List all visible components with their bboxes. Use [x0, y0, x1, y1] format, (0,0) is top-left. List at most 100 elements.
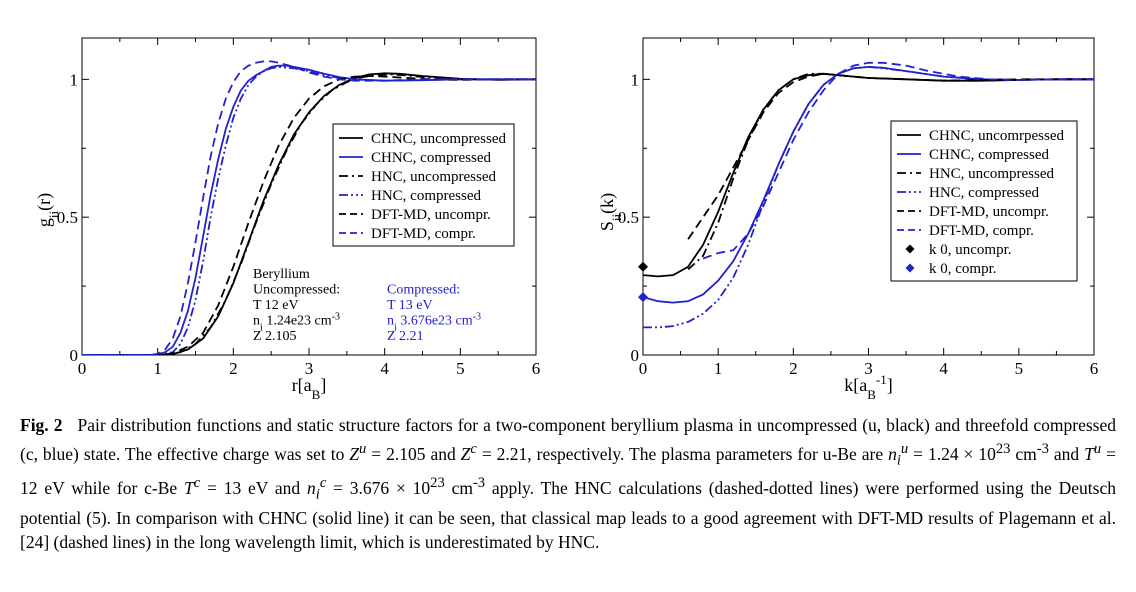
- caption-unit1: cm: [1010, 443, 1037, 464]
- caption-text-1: Pair distribution functions and static s…: [20, 415, 1116, 464]
- p0-legend-label-4: DFT-MD, uncompr.: [371, 207, 491, 223]
- p0-xtick-label-4: 4: [380, 359, 389, 378]
- caption-unit2: cm: [444, 478, 473, 499]
- p0-xtick-label-5: 5: [456, 359, 465, 378]
- p1-ylabel: Sii(k): [597, 193, 624, 231]
- p1-legend-label-3: HNC, compressed: [929, 185, 1039, 201]
- p1-ytick-label-2: 1: [631, 70, 640, 89]
- p1-xtick-label-0: 0: [639, 359, 648, 378]
- p1-ylabel-part-1: ii: [609, 213, 624, 221]
- p1-xtick-label-2: 2: [789, 359, 798, 378]
- caption-text-2: and: [1048, 443, 1085, 464]
- p0-xlabel-part-1: B: [312, 387, 321, 401]
- panel-left-gii: 0 1 2 3 4 5 600.51r[aB]gii(r)CHNC, uncompresse…: [34, 37, 541, 400]
- p0-legend-label-2: HNC, uncompressed: [371, 169, 496, 185]
- caption-tc: T: [183, 478, 194, 499]
- p1-series-3-line: [643, 66, 1094, 329]
- p1-ytick-label-0: 0: [631, 346, 640, 365]
- p0-ann-u-Z: Z 2.105: [253, 329, 297, 344]
- caption-label: Fig. 2: [20, 415, 63, 435]
- caption-nu-sub: i: [896, 451, 901, 468]
- p0-series-2-line: [82, 73, 536, 355]
- figure: 0 1 2 3 4 5 600.51r[aB]gii(r)CHNC, uncompresse…: [34, 37, 1099, 401]
- p1-legend-label-7: k 0, compr.: [929, 261, 997, 277]
- caption-text-3: apply. The HNC calculations (dashed-dott…: [20, 478, 1116, 552]
- figure-caption: Fig. 2 Pair distribution functions and s…: [20, 414, 1116, 554]
- p1-legend-label-5: DFT-MD, compr.: [929, 223, 1034, 239]
- p0-xtick-label-0: 0: [78, 359, 87, 378]
- p1-legend-label-1: CHNC, compressed: [929, 147, 1049, 163]
- p0-ann-u-n-part-1: i: [260, 322, 263, 333]
- caption-tu-sup: u: [1093, 440, 1102, 457]
- p1-xlabel-part-1: B: [867, 387, 876, 401]
- caption-tu: T: [1084, 443, 1094, 464]
- caption-unit2-exp: -3: [472, 475, 486, 492]
- p0-ylabel-part-1: ii: [46, 210, 61, 218]
- caption-eq4: = 12 eV while for c-Be: [20, 443, 1116, 499]
- caption-unit1-exp: -3: [1036, 440, 1049, 457]
- p0-ann-c-n-part-0: n: [387, 314, 394, 329]
- p0-series-5-line: [82, 60, 536, 355]
- p1-series-5-line: [702, 61, 1094, 260]
- p0-ann-c-Z: Z 2.21: [387, 329, 424, 344]
- p1-xtick-label-1: 1: [714, 359, 723, 378]
- p1-series-6-marker-0: [638, 261, 648, 272]
- p0-ann-c-n-part-3: -3: [473, 311, 481, 322]
- p1-xtick-label-4: 4: [939, 359, 948, 378]
- p1-xtick-label-6: 6: [1090, 359, 1099, 378]
- p1-xtick-label-5: 5: [1015, 359, 1024, 378]
- p0-ann-u-T: T 12 eV: [253, 298, 299, 313]
- p0-series-4-line: [82, 75, 536, 355]
- p0-xtick-label-3: 3: [305, 359, 314, 378]
- p0-xlabel: r[aB]: [292, 375, 327, 400]
- caption-tc-sup: c: [193, 475, 201, 492]
- p0-ytick-label-1: 0.5: [57, 208, 78, 227]
- p0-ylabel-part-2: (r): [34, 193, 55, 211]
- p1-legend-marker-6: [905, 244, 915, 254]
- p1-legend-label-6: k 0, uncompr.: [929, 242, 1012, 258]
- p1-legend-label-4: DFT-MD, uncompr.: [929, 204, 1049, 220]
- p1-ytick-label-1: 0.5: [618, 208, 639, 227]
- caption-nc-sup: c: [319, 475, 327, 492]
- caption-exp23a: 23: [995, 440, 1011, 457]
- p0-ann-c-n: ni 3.676e23 cm-3: [387, 311, 481, 333]
- caption-eq3: = 1.24 × 10: [908, 443, 996, 464]
- p0-xtick-label-1: 1: [153, 359, 162, 378]
- p0-ann-u-n-part-0: n: [253, 314, 260, 329]
- p0-legend-box: [332, 123, 515, 247]
- p1-legend-marker-7: [905, 263, 915, 273]
- p1-series-7-marker-0: [638, 292, 648, 303]
- p0-ann-c-title: Compressed:: [387, 283, 460, 298]
- caption-eq5: = 13 eV and: [200, 478, 307, 499]
- p1-series-2-line: [687, 72, 1094, 271]
- p0-series-3-line: [82, 66, 536, 355]
- p0-ann-u-n: ni 1.24e23 cm-3: [253, 311, 340, 333]
- caption-nu-sup: u: [900, 440, 909, 457]
- p0-xtick-label-2: 2: [229, 359, 238, 378]
- p1-xtick-label-3: 3: [864, 359, 873, 378]
- p0-ann-u-title: Beryllium: [253, 267, 310, 282]
- caption-eq1: = 2.105 and: [366, 443, 461, 464]
- p1-legend-box: [890, 120, 1078, 282]
- caption-nc: n: [307, 478, 316, 499]
- p0-ann-u-n-part-3: -3: [332, 311, 340, 322]
- p0-ann-u-subtitle: Uncompressed:: [253, 283, 340, 298]
- p1-xlabel-part-0: k[a: [844, 375, 867, 395]
- caption-zu: Z: [349, 443, 360, 464]
- caption-zu-sup: u: [359, 440, 367, 457]
- p0-xtick-label-6: 6: [532, 359, 541, 378]
- caption-exp23b: 23: [430, 475, 445, 492]
- p1-series-group: [643, 61, 1094, 329]
- caption-nc-sub: i: [315, 486, 320, 503]
- p1-legend: CHNC, uncomrpessed CHNC, compressed HNC, u…: [890, 120, 1078, 282]
- p0-xlabel-part-0: r[a: [292, 375, 312, 395]
- p1-legend-label-0: CHNC, uncomrpessed: [929, 128, 1064, 144]
- p0-ylabel: gii(r): [34, 193, 61, 227]
- p1-xlabel: k[aB-1]: [844, 372, 892, 401]
- p1-series-4-line: [687, 72, 1094, 240]
- p0-ann-c-T: T 13 eV: [387, 298, 433, 313]
- p0-ytick-label-2: 1: [70, 70, 79, 89]
- p0-ann-c-n-part-1: i: [394, 322, 397, 333]
